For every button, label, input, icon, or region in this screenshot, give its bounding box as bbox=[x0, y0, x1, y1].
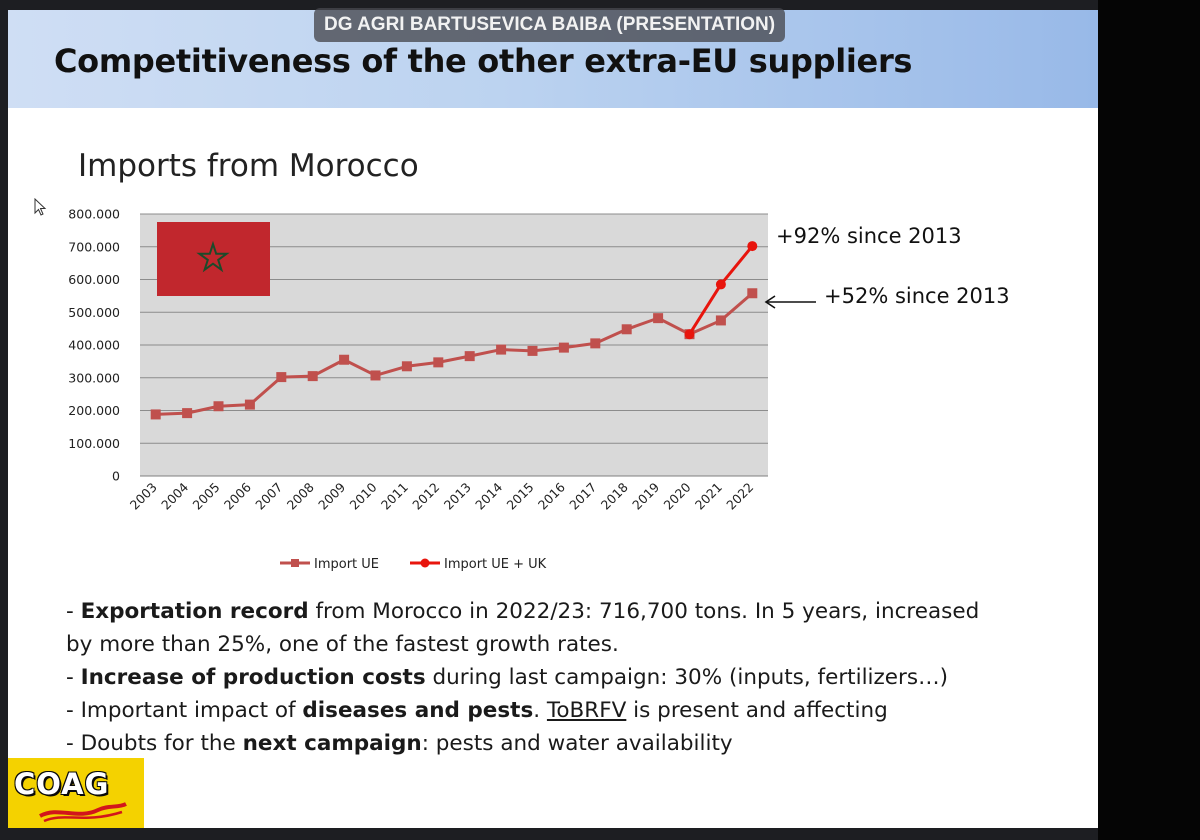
y-axis-tick-labels: 0 100.000 200.000 300.000 400.000 500.000 600.… bbox=[68, 207, 120, 484]
bullet-line: - Exportation record from Morocco in 202… bbox=[66, 599, 980, 624]
data-point bbox=[276, 372, 287, 383]
morocco-flag bbox=[157, 222, 270, 296]
logo-swoosh-icon bbox=[39, 802, 127, 823]
slide-subtitle: Imports from Morocco bbox=[78, 148, 419, 184]
x-tick-label: 2018 bbox=[598, 479, 631, 512]
bullet-list: - Exportation record from Morocco in 202… bbox=[66, 595, 1076, 760]
data-point bbox=[715, 315, 726, 326]
x-tick-label: 2004 bbox=[158, 479, 191, 512]
x-tick-label: 2010 bbox=[347, 479, 380, 512]
y-tick-label: 400.000 bbox=[68, 338, 120, 353]
data-point bbox=[307, 371, 318, 382]
data-point bbox=[150, 409, 161, 420]
tobrfv-link: ToBRFV bbox=[546, 698, 627, 723]
logo-text: COAG bbox=[14, 767, 110, 801]
data-point bbox=[527, 345, 538, 356]
screen-edge-bar bbox=[1098, 0, 1200, 840]
x-axis-tick-labels: 2003200420052006200720082009201020112012… bbox=[127, 479, 757, 512]
x-tick-label: 2012 bbox=[409, 480, 442, 513]
series-group bbox=[150, 241, 758, 420]
data-point bbox=[747, 241, 758, 252]
x-tick-label: 2022 bbox=[723, 480, 756, 513]
x-tick-label: 2005 bbox=[190, 480, 223, 513]
data-point bbox=[590, 338, 601, 349]
y-tick-label: 100.000 bbox=[68, 436, 120, 451]
x-tick-label: 2013 bbox=[441, 480, 474, 513]
data-point bbox=[464, 351, 475, 362]
data-point bbox=[401, 361, 412, 372]
bullet-line: - Increase of production costs during la… bbox=[66, 665, 948, 690]
imports-line-chart: 0 100.000 200.000 300.000 400.000 500.000 600.… bbox=[68, 207, 768, 572]
y-tick-label: 0 bbox=[112, 469, 120, 484]
data-point bbox=[558, 342, 569, 353]
legend-marker-import-ue-uk bbox=[420, 558, 430, 568]
data-point bbox=[213, 401, 224, 412]
x-tick-label: 2019 bbox=[629, 479, 662, 512]
y-tick-label: 200.000 bbox=[68, 403, 120, 418]
slide: Competitiveness of the other extra-EU su… bbox=[8, 10, 1098, 828]
arrow-left-icon bbox=[764, 295, 816, 309]
legend-marker-import-ue bbox=[291, 559, 299, 567]
data-point bbox=[621, 324, 632, 335]
x-tick-label: 2007 bbox=[252, 480, 285, 513]
x-tick-label: 2015 bbox=[504, 480, 537, 513]
bullet-line: - Doubts for the next campaign: pests an… bbox=[66, 731, 733, 756]
annotation-uk-growth: +92% since 2013 bbox=[776, 224, 962, 248]
data-point bbox=[653, 313, 664, 324]
annotation-eu-growth: +52% since 2013 bbox=[824, 284, 1010, 308]
x-tick-label: 2011 bbox=[378, 480, 411, 513]
x-tick-label: 2014 bbox=[472, 479, 505, 512]
legend-label-import-ue: Import UE bbox=[314, 557, 379, 572]
y-tick-label: 800.000 bbox=[68, 207, 120, 222]
x-tick-label: 2016 bbox=[535, 479, 568, 512]
series-line-import-ue bbox=[155, 292, 754, 416]
x-tick-label: 2020 bbox=[661, 479, 694, 512]
chart-legend: Import UE Import UE + UK bbox=[280, 557, 547, 572]
data-point bbox=[433, 357, 444, 368]
y-tick-label: 600.000 bbox=[68, 272, 120, 287]
presenter-tag: DG AGRI BARTUSEVICA BAIBA (PRESENTATION) bbox=[314, 8, 786, 42]
x-tick-label: 2009 bbox=[315, 479, 348, 512]
data-point bbox=[496, 344, 507, 355]
gridlines bbox=[140, 213, 768, 477]
y-tick-label: 300.000 bbox=[68, 370, 120, 385]
data-point bbox=[370, 370, 381, 381]
data-point bbox=[715, 279, 726, 290]
data-point bbox=[244, 399, 255, 410]
coag-logo: COAG bbox=[8, 758, 144, 828]
x-tick-label: 2021 bbox=[692, 480, 725, 513]
data-point bbox=[182, 408, 193, 419]
x-tick-label: 2008 bbox=[284, 479, 317, 512]
x-tick-label: 2003 bbox=[127, 480, 160, 513]
star-icon bbox=[196, 240, 230, 273]
data-point bbox=[684, 329, 695, 340]
x-tick-label: 2017 bbox=[566, 480, 599, 513]
slide-title: Competitiveness of the other extra-EU su… bbox=[54, 42, 913, 80]
data-point bbox=[339, 354, 350, 365]
bullet-line: - Important impact of diseases and pests… bbox=[66, 698, 888, 723]
legend-label-import-ue-uk: Import UE + UK bbox=[444, 557, 547, 572]
y-tick-label: 700.000 bbox=[68, 239, 120, 254]
data-point bbox=[747, 288, 758, 299]
x-tick-label: 2006 bbox=[221, 479, 254, 512]
y-tick-label: 500.000 bbox=[68, 305, 120, 320]
bullet-line: by more than 25%, one of the fastest gro… bbox=[66, 632, 619, 657]
mouse-cursor-icon bbox=[34, 198, 47, 216]
